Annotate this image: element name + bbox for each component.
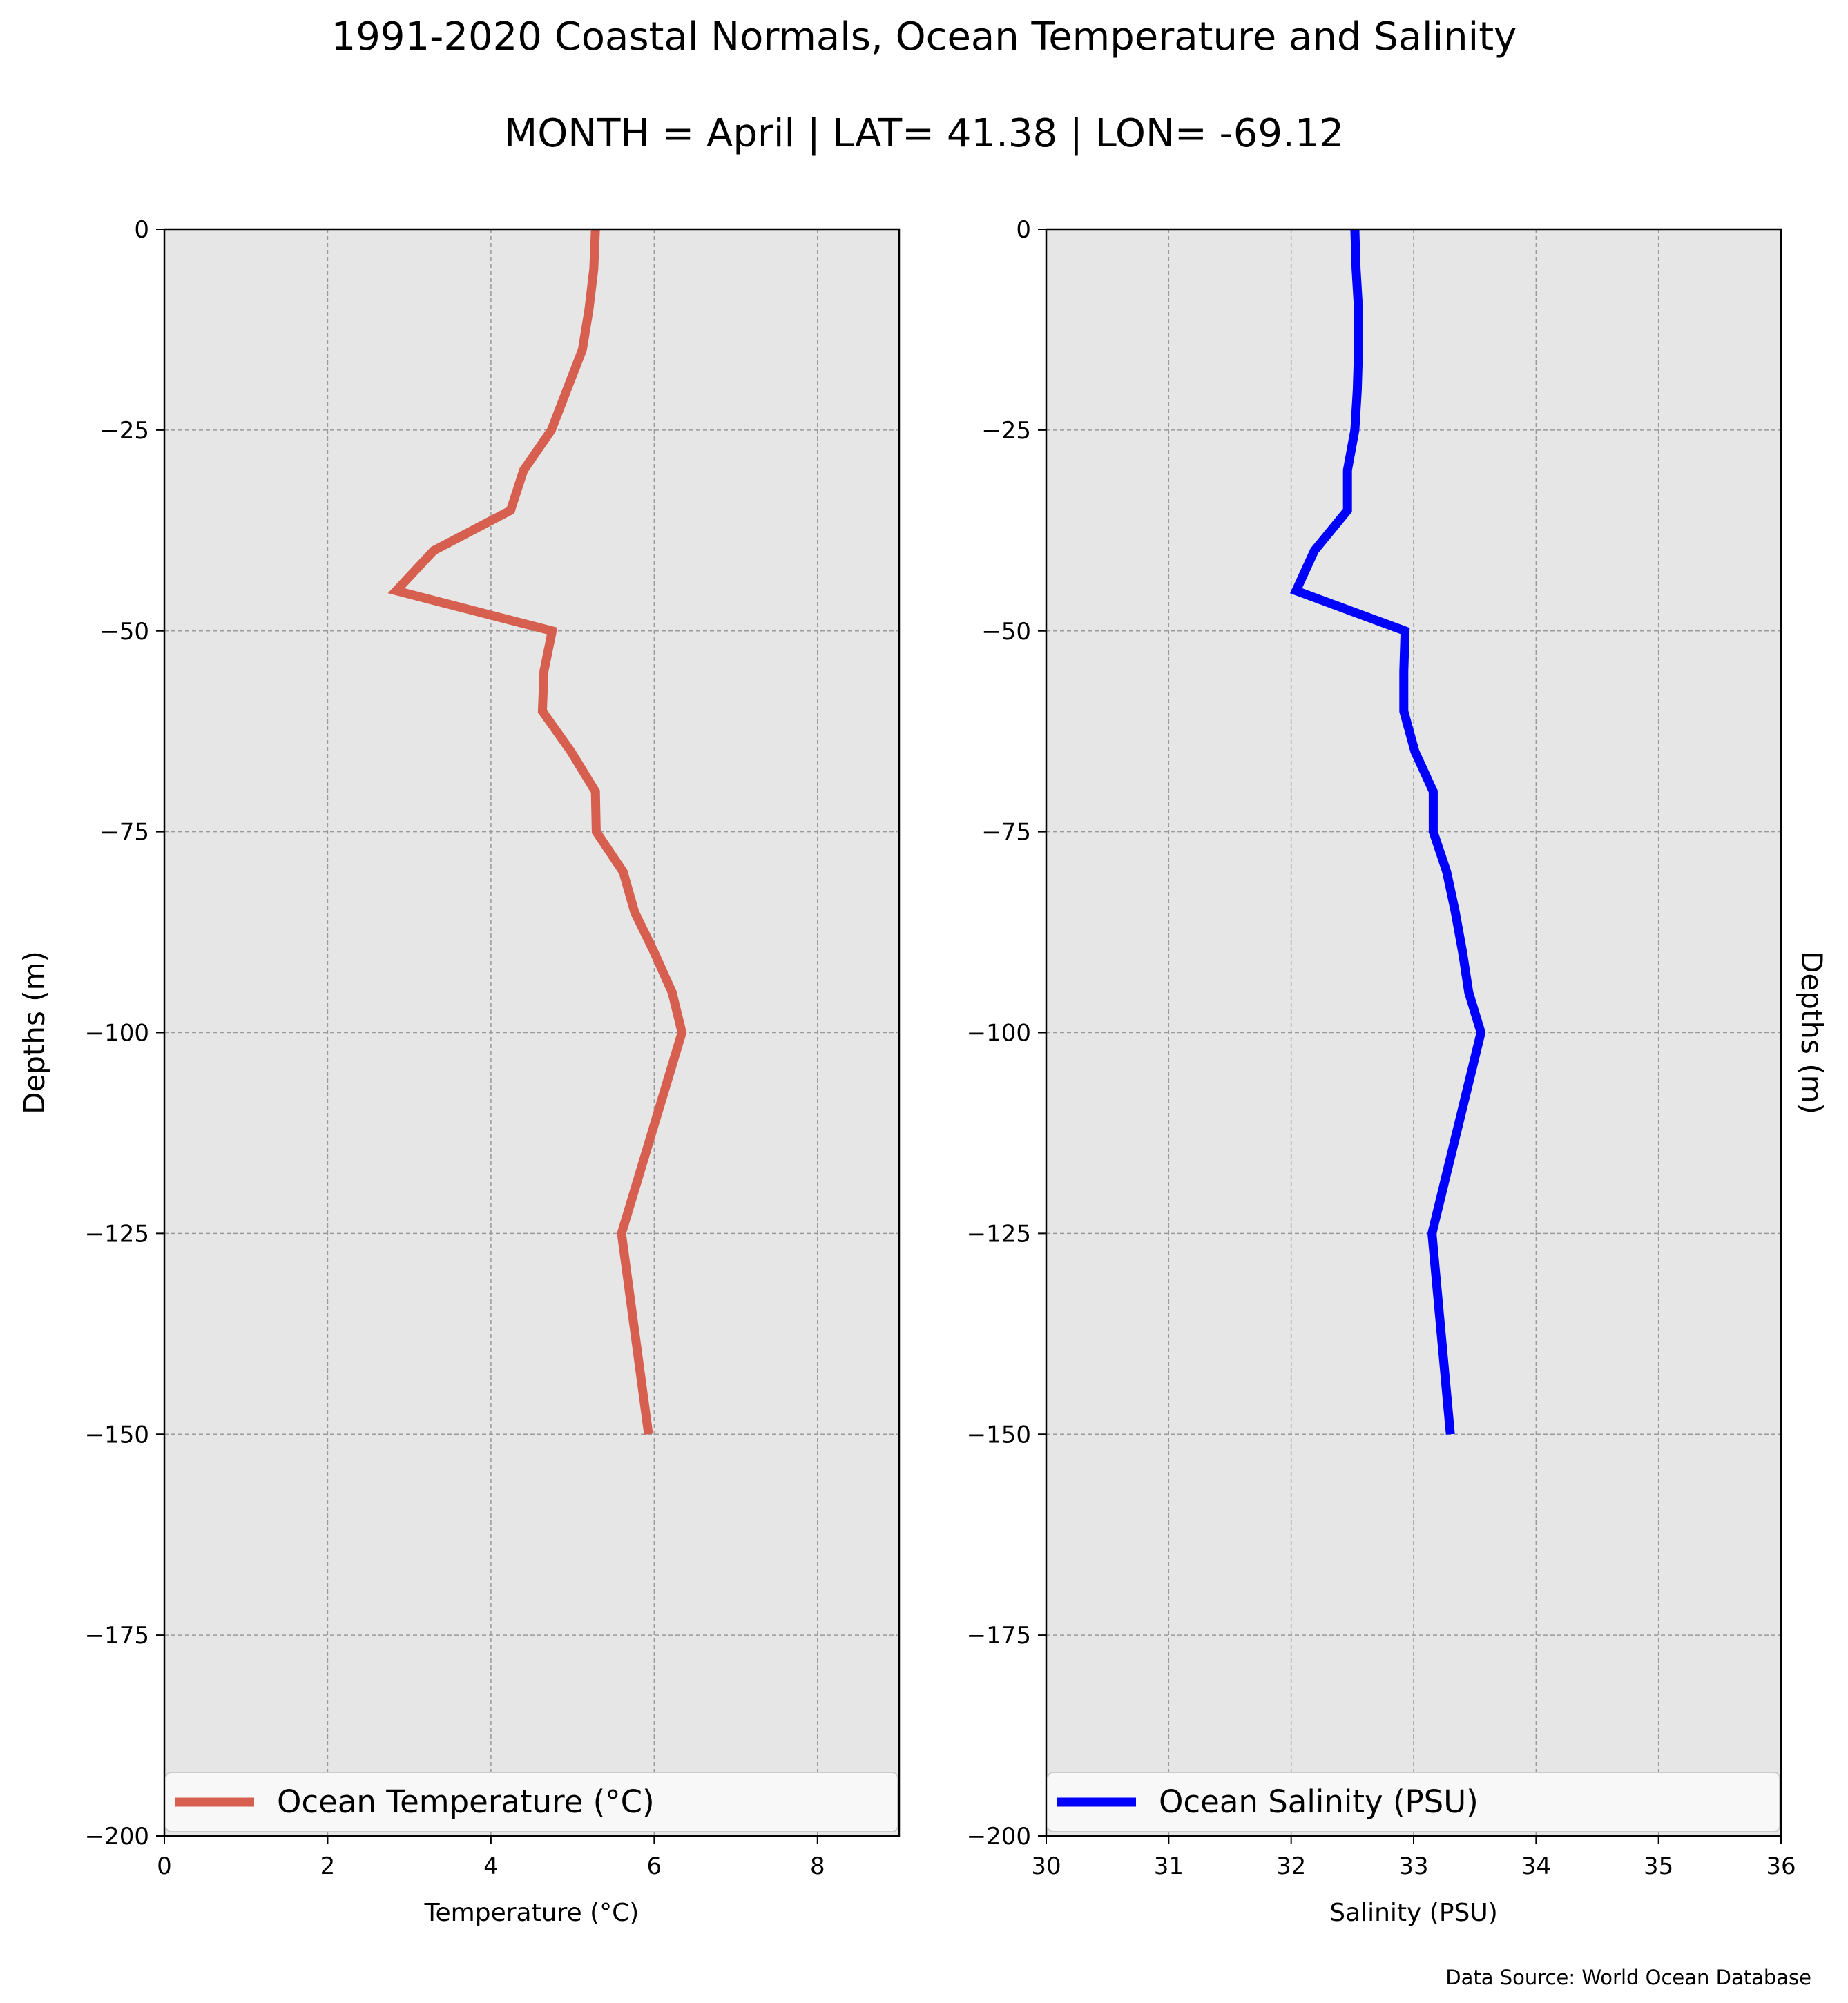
x-tick-label: 2 — [320, 1852, 336, 1880]
x-axis-label: Salinity (PSU) — [1329, 1899, 1498, 1927]
y-tick-label: −25 — [99, 417, 149, 445]
y-tick-label: −175 — [967, 1622, 1031, 1649]
y-tick-label: −50 — [981, 618, 1031, 646]
y-tick-label: −125 — [85, 1220, 149, 1248]
legend-label: Ocean Temperature (°C) — [277, 1783, 655, 1820]
chart-title: 1991-2020 Coastal Normals, Ocean Tempera… — [331, 14, 1517, 59]
temperature-panel: 0 2 4 6 8 0 −25 −50 −75 −100 −125 −150 −175 −200 Tempe… — [17, 216, 901, 1927]
x-tick-label: 34 — [1521, 1852, 1551, 1880]
x-tick-label: 33 — [1398, 1852, 1428, 1880]
salinity-panel: 30 31 32 33 34 35 36 0 −25 −50 −75 −100 −125 −150 −175… — [967, 216, 1829, 1927]
y-tick-label: 0 — [1016, 216, 1031, 244]
y-tick-label: −100 — [967, 1020, 1031, 1047]
y-tick-label: −175 — [85, 1622, 149, 1649]
y-tick-label: −75 — [981, 819, 1031, 846]
x-axis-label: Temperature (°C) — [424, 1899, 639, 1927]
legend: Ocean Salinity (PSU) — [1047, 1772, 1780, 1832]
legend-label: Ocean Salinity (PSU) — [1159, 1783, 1479, 1820]
legend-box — [1047, 1772, 1780, 1832]
y-tick-label: 0 — [134, 216, 149, 244]
x-tick-label: 35 — [1644, 1852, 1673, 1880]
x-tick-label: 31 — [1154, 1852, 1184, 1880]
y-tick-label: −150 — [967, 1421, 1031, 1449]
legend-box — [165, 1772, 898, 1832]
y-axis-label: Depths (m) — [17, 951, 51, 1114]
x-tick-label: 6 — [647, 1852, 662, 1880]
y-tick-label: −200 — [967, 1823, 1031, 1850]
x-tick-label: 8 — [810, 1852, 825, 1880]
y-tick-label: −100 — [85, 1020, 149, 1047]
legend: Ocean Temperature (°C) — [165, 1772, 898, 1832]
x-tick-label: 32 — [1276, 1852, 1306, 1880]
x-tick-label: 0 — [157, 1852, 172, 1880]
data-source-footer: Data Source: World Ocean Database — [1445, 1966, 1811, 1989]
x-tick-label: 36 — [1766, 1852, 1796, 1880]
y-tick-label: −150 — [85, 1421, 149, 1449]
chart-subtitle: MONTH = April | LAT= 41.38 | LON= -69.12 — [504, 111, 1344, 156]
y-tick-label: −200 — [85, 1823, 149, 1850]
y-tick-label: −125 — [967, 1220, 1031, 1248]
series-line — [387, 229, 687, 1435]
series-line — [1289, 229, 1486, 1435]
y-tick-label: −25 — [981, 417, 1031, 445]
x-tick-label: 4 — [483, 1852, 499, 1880]
y-tick-label: −50 — [99, 618, 149, 646]
y-axis-label: Depths (m) — [1795, 951, 1829, 1114]
x-tick-label: 30 — [1031, 1852, 1061, 1880]
y-tick-label: −75 — [99, 819, 149, 846]
